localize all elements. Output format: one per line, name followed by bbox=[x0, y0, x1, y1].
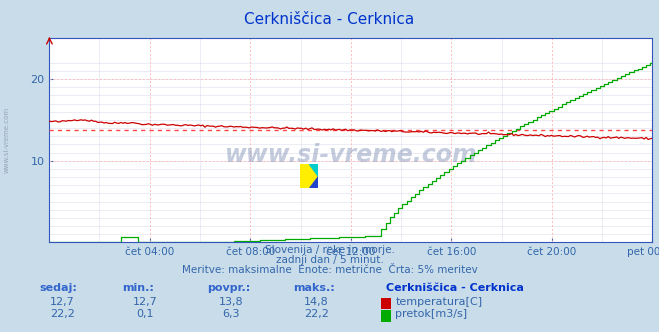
Text: sedaj:: sedaj: bbox=[40, 283, 77, 293]
Polygon shape bbox=[309, 176, 318, 188]
Text: Cerkniščica - Cerknica: Cerkniščica - Cerknica bbox=[244, 12, 415, 27]
Text: Slovenija / reke in morje.: Slovenija / reke in morje. bbox=[264, 245, 395, 255]
Text: 14,8: 14,8 bbox=[304, 297, 329, 307]
Text: maks.:: maks.: bbox=[293, 283, 335, 293]
Polygon shape bbox=[300, 164, 309, 188]
Text: Meritve: maksimalne  Enote: metrične  Črta: 5% meritev: Meritve: maksimalne Enote: metrične Črta… bbox=[182, 265, 477, 275]
Text: min.:: min.: bbox=[122, 283, 154, 293]
Text: 6,3: 6,3 bbox=[222, 309, 239, 319]
Text: www.si-vreme.com: www.si-vreme.com bbox=[3, 106, 10, 173]
Text: 22,2: 22,2 bbox=[50, 309, 75, 319]
Text: zadnji dan / 5 minut.: zadnji dan / 5 minut. bbox=[275, 255, 384, 265]
Text: www.si-vreme.com: www.si-vreme.com bbox=[225, 142, 477, 167]
Text: 13,8: 13,8 bbox=[218, 297, 243, 307]
Text: 12,7: 12,7 bbox=[50, 297, 75, 307]
Text: 0,1: 0,1 bbox=[136, 309, 154, 319]
Text: Cerkniščica - Cerknica: Cerkniščica - Cerknica bbox=[386, 283, 523, 293]
Text: pretok[m3/s]: pretok[m3/s] bbox=[395, 309, 467, 319]
Text: 22,2: 22,2 bbox=[304, 309, 329, 319]
Text: povpr.:: povpr.: bbox=[208, 283, 251, 293]
Text: 12,7: 12,7 bbox=[132, 297, 158, 307]
Text: temperatura[C]: temperatura[C] bbox=[395, 297, 482, 307]
Polygon shape bbox=[309, 164, 318, 176]
